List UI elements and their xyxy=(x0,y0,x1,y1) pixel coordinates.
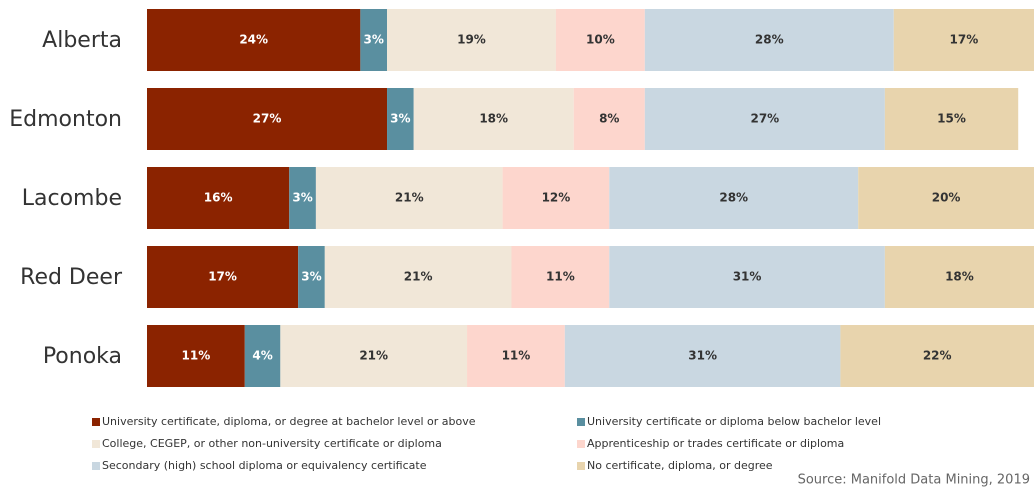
bar-segment xyxy=(502,167,610,229)
legend-label: Secondary (high) school diploma or equiv… xyxy=(102,459,427,472)
value-label: 21% xyxy=(359,349,388,363)
bar-segment xyxy=(644,88,885,150)
value-label: 8% xyxy=(599,112,619,126)
bar-segment xyxy=(387,88,414,150)
bar-segment xyxy=(324,246,512,308)
bar-segment xyxy=(893,9,1034,71)
category-label: Alberta xyxy=(42,28,122,53)
value-label: 27% xyxy=(253,112,282,126)
bar-segment xyxy=(555,9,645,71)
category-label: Ponoka xyxy=(43,344,122,369)
bar-segment xyxy=(147,88,388,150)
value-label: 17% xyxy=(208,270,237,284)
legend-label: No certificate, diploma, or degree xyxy=(587,459,773,472)
value-label: 22% xyxy=(923,349,952,363)
legend-swatch xyxy=(92,462,100,470)
value-label: 18% xyxy=(945,270,974,284)
value-label: 4% xyxy=(252,349,272,363)
value-label: 31% xyxy=(688,349,717,363)
legend-swatch xyxy=(92,418,100,426)
bar-segment xyxy=(511,246,610,308)
source: Source: Manifold Data Mining, 2019 xyxy=(798,473,1030,487)
bar-segment xyxy=(564,325,841,387)
value-label: 3% xyxy=(364,33,384,47)
value-label: 31% xyxy=(733,270,762,284)
bar-segment xyxy=(387,9,556,71)
value-label: 24% xyxy=(239,33,268,47)
legend-swatch xyxy=(92,440,100,448)
value-label: 16% xyxy=(204,191,233,205)
value-label: 11% xyxy=(502,349,531,363)
value-label: 3% xyxy=(390,112,410,126)
value-label: 28% xyxy=(719,191,748,205)
bar-segment xyxy=(360,9,388,71)
bar-segment xyxy=(315,167,503,229)
value-label: 27% xyxy=(750,112,779,126)
value-label: 11% xyxy=(182,349,211,363)
legend-swatch xyxy=(577,418,585,426)
value-label: 20% xyxy=(932,191,961,205)
bar-segment xyxy=(644,9,894,71)
category-label: Edmonton xyxy=(9,107,122,132)
bar-segment xyxy=(147,246,299,308)
bar-segment xyxy=(884,246,1034,308)
value-label: 28% xyxy=(755,33,784,47)
category-label: Red Deer xyxy=(20,265,123,290)
value-label: 3% xyxy=(301,270,321,284)
bar-segment xyxy=(147,9,361,71)
legend-label: University certificate or diploma below … xyxy=(587,415,881,428)
bar-segment xyxy=(884,88,1019,150)
bar-segment xyxy=(573,88,645,150)
bar-segment xyxy=(609,246,885,308)
bar-segment xyxy=(244,325,281,387)
value-label: 17% xyxy=(950,33,979,47)
legend-swatch xyxy=(577,462,585,470)
legend-label: Apprenticeship or trades certificate or … xyxy=(587,437,844,450)
bar-segment xyxy=(147,325,245,387)
value-label: 19% xyxy=(457,33,486,47)
value-label: 18% xyxy=(479,112,508,126)
value-label: 15% xyxy=(937,112,966,126)
value-label: 21% xyxy=(404,270,433,284)
bar-segment xyxy=(609,167,859,229)
bar-segment xyxy=(289,167,316,229)
category-label: Lacombe xyxy=(22,186,122,211)
legend-label: University certificate, diploma, or degr… xyxy=(102,415,476,428)
legend-label: College, CEGEP, or other non-university … xyxy=(102,437,442,450)
bar-segment xyxy=(298,246,325,308)
bar-segment xyxy=(858,167,1034,229)
bar-segment xyxy=(147,167,290,229)
value-label: 21% xyxy=(395,191,424,205)
bar-segment xyxy=(840,325,1034,387)
bar-segment xyxy=(467,325,565,387)
value-label: 10% xyxy=(586,33,615,47)
bar-segment xyxy=(280,325,468,387)
value-label: 11% xyxy=(546,270,575,284)
legend-swatch xyxy=(577,440,585,448)
value-label: 3% xyxy=(292,191,312,205)
value-label: 12% xyxy=(542,191,571,205)
bar-segment xyxy=(413,88,574,150)
